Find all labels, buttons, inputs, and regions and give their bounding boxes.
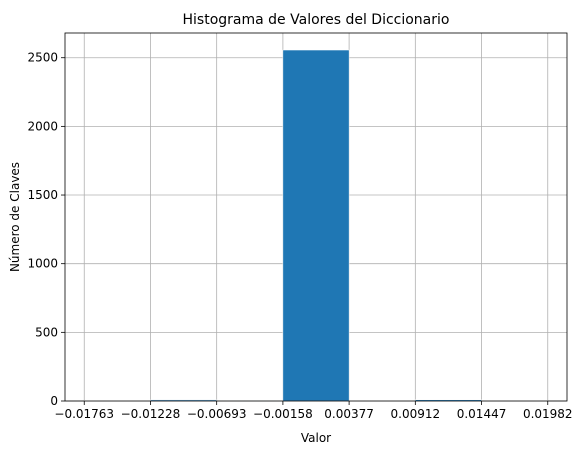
histogram-bar-3	[282, 49, 350, 402]
x-tick-label-1: −0.01228	[121, 407, 181, 421]
y-axis-label: Número de Claves	[8, 162, 22, 272]
y-tick-label-1: 500	[35, 325, 58, 339]
y-tick-label-2: 1000	[27, 257, 58, 271]
y-tick-label-3: 1500	[27, 188, 58, 202]
x-tick-label-5: 0.00912	[391, 407, 441, 421]
x-tick-label-4: 0.00377	[324, 407, 374, 421]
y-tick-label-0: 0	[50, 394, 58, 408]
plot-frame	[64, 32, 568, 402]
x-tick-label-7: 0.01982	[523, 407, 573, 421]
x-tick-label-0: −0.01763	[54, 407, 114, 421]
y-tick-label-5: 2500	[27, 51, 58, 65]
axis-ticks: −0.01763 −0.01228 −0.00693 −0.00158 0.00377 0…	[27, 51, 572, 421]
x-tick-label-2: −0.00693	[187, 407, 247, 421]
x-tick-label-3: −0.00158	[253, 407, 313, 421]
chart-title: Histograma de Valores del Diccionario	[183, 12, 450, 28]
y-tick-label-4: 2000	[27, 119, 58, 133]
x-axis-label: Valor	[301, 431, 331, 445]
x-tick-label-6: 0.01447	[457, 407, 507, 421]
histogram-bars	[83, 49, 549, 402]
